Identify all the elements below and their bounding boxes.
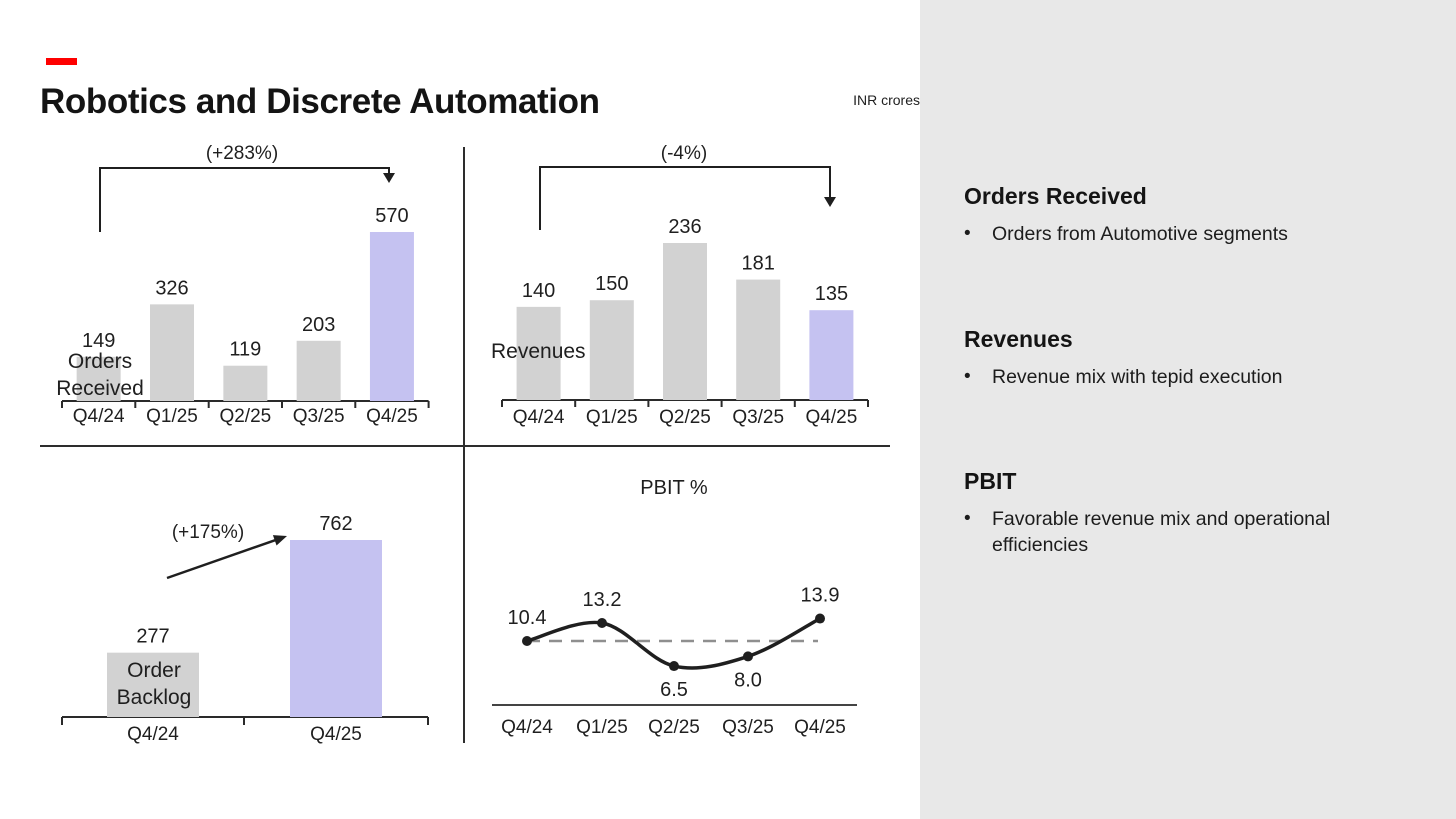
x-axis-label: Q3/25 [293, 406, 345, 427]
bracket-arrow-line [99, 167, 390, 232]
bullet-item: • Favorable revenue mix and operational … [964, 506, 1384, 558]
data-point [522, 636, 532, 646]
bar-value-label: 762 [319, 513, 352, 535]
x-axis-label: Q4/25 [366, 406, 418, 427]
panel-section-revenues: Revenues • Revenue mix with tepid execut… [964, 325, 1384, 390]
line-path [525, 616, 822, 670]
data-point [815, 613, 825, 624]
x-axis-label: Q4/25 [310, 724, 362, 745]
bar [76, 356, 121, 401]
data-point-label: 13.9 [801, 585, 840, 607]
data-point [669, 661, 679, 672]
x-axis-label: Q3/25 [722, 717, 774, 738]
x-axis-label: Q4/24 [73, 406, 125, 427]
x-axis-label: Q4/24 [501, 717, 553, 738]
bar [223, 365, 268, 401]
chart-title: PBIT % [640, 477, 708, 499]
bar-value-label: 203 [302, 314, 335, 336]
bar [516, 306, 561, 400]
commentary-panel: Orders Received • Orders from Automotive… [920, 0, 1456, 819]
accent-dash [46, 58, 77, 65]
horizontal-divider [40, 445, 890, 447]
bar [663, 243, 707, 400]
x-axis-label: Q4/24 [127, 724, 179, 745]
data-point-label: 13.2 [583, 589, 622, 611]
bar [809, 310, 854, 400]
bar [369, 232, 414, 401]
arrowhead-icon [383, 173, 395, 183]
panel-heading: PBIT [964, 468, 1017, 494]
bar-value-label: 135 [815, 283, 848, 305]
trend-annotation: (+175%) [172, 522, 244, 543]
panel-section-pbit: PBIT • Favorable revenue mix and operati… [964, 467, 1384, 558]
bar-value-label: 149 [82, 330, 115, 352]
panel-section-orders-received: Orders Received • Orders from Automotive… [964, 182, 1384, 247]
x-axis-label: Q4/25 [794, 717, 846, 738]
bullet-icon: • [964, 366, 971, 387]
bar-value-label: 150 [595, 273, 628, 295]
trend-annotation: (-4%) [661, 143, 707, 164]
x-axis-label: Q1/25 [576, 717, 628, 738]
data-point [597, 618, 607, 629]
bar [107, 652, 199, 717]
x-axis-label: Q4/25 [806, 407, 858, 428]
bar [296, 340, 341, 401]
data-point-label: 8.0 [734, 669, 762, 691]
order-backlog-bar-chart: 277 Q4/24 762 Q4/25 Order Backlog (+175%) [61, 513, 429, 745]
bullet-text: Favorable revenue mix and operational ef… [992, 508, 1331, 556]
data-point-label: 6.5 [660, 679, 688, 701]
orders-received-bar-chart: 149 Q4/24 326 Q1/25 119 Q2/25 203 Q3/25 570 Q4/25… [56, 143, 430, 427]
bar [736, 279, 781, 400]
bar-value-label: 236 [668, 216, 701, 238]
bullet-item: • Revenue mix with tepid execution [964, 364, 1384, 390]
x-axis-label: Q2/25 [648, 717, 700, 738]
bullet-icon: • [964, 223, 971, 244]
unit-note: INR crores [853, 92, 920, 108]
series-label: Backlog [117, 686, 192, 709]
trend-arrow-line [166, 538, 278, 580]
x-axis-label: Q2/25 [219, 406, 271, 427]
bracket-arrow-line [539, 166, 831, 230]
x-axis-label: Q4/24 [513, 407, 565, 428]
bar-value-label: 140 [522, 280, 555, 302]
bullet-icon: • [964, 508, 971, 529]
bullet-item: • Orders from Automotive segments [964, 221, 1384, 247]
x-axis-label: Q1/25 [146, 406, 198, 427]
page-title: Robotics and Discrete Automation [40, 82, 600, 121]
series-label: Revenues [491, 340, 586, 363]
trend-annotation: (+283%) [206, 143, 278, 164]
series-label: Received [56, 377, 144, 400]
x-axis-label: Q1/25 [586, 407, 638, 428]
bar-value-label: 326 [155, 277, 188, 299]
arrowhead-icon [824, 197, 836, 207]
revenues-bar-chart: 140 Q4/24 150 Q1/25 236 Q2/25 181 Q3/25 135 Q4/25… [491, 143, 869, 428]
bar-value-label: 119 [229, 339, 261, 361]
bar [589, 300, 634, 400]
bar [290, 540, 382, 717]
bar-value-label: 181 [742, 253, 775, 275]
bar-value-label: 570 [375, 205, 408, 227]
panel-heading: Revenues [964, 326, 1073, 352]
data-point [743, 651, 753, 662]
x-axis-label: Q3/25 [732, 407, 784, 428]
pbit-line-chart: PBIT % 10.4 Q4/24 13.2 Q1/25 6.5 Q2/25 8.0 Q3/25… [492, 477, 857, 738]
arrowhead-icon [272, 535, 287, 546]
series-label: Orders [68, 350, 132, 373]
series-label: Order [127, 659, 181, 682]
bar [150, 304, 194, 401]
bar-value-label: 277 [136, 626, 169, 648]
x-axis-label: Q2/25 [659, 407, 711, 428]
bullet-text: Revenue mix with tepid execution [992, 366, 1283, 388]
bullet-text: Orders from Automotive segments [992, 223, 1288, 245]
panel-heading: Orders Received [964, 183, 1147, 209]
data-point-label: 10.4 [508, 607, 547, 629]
